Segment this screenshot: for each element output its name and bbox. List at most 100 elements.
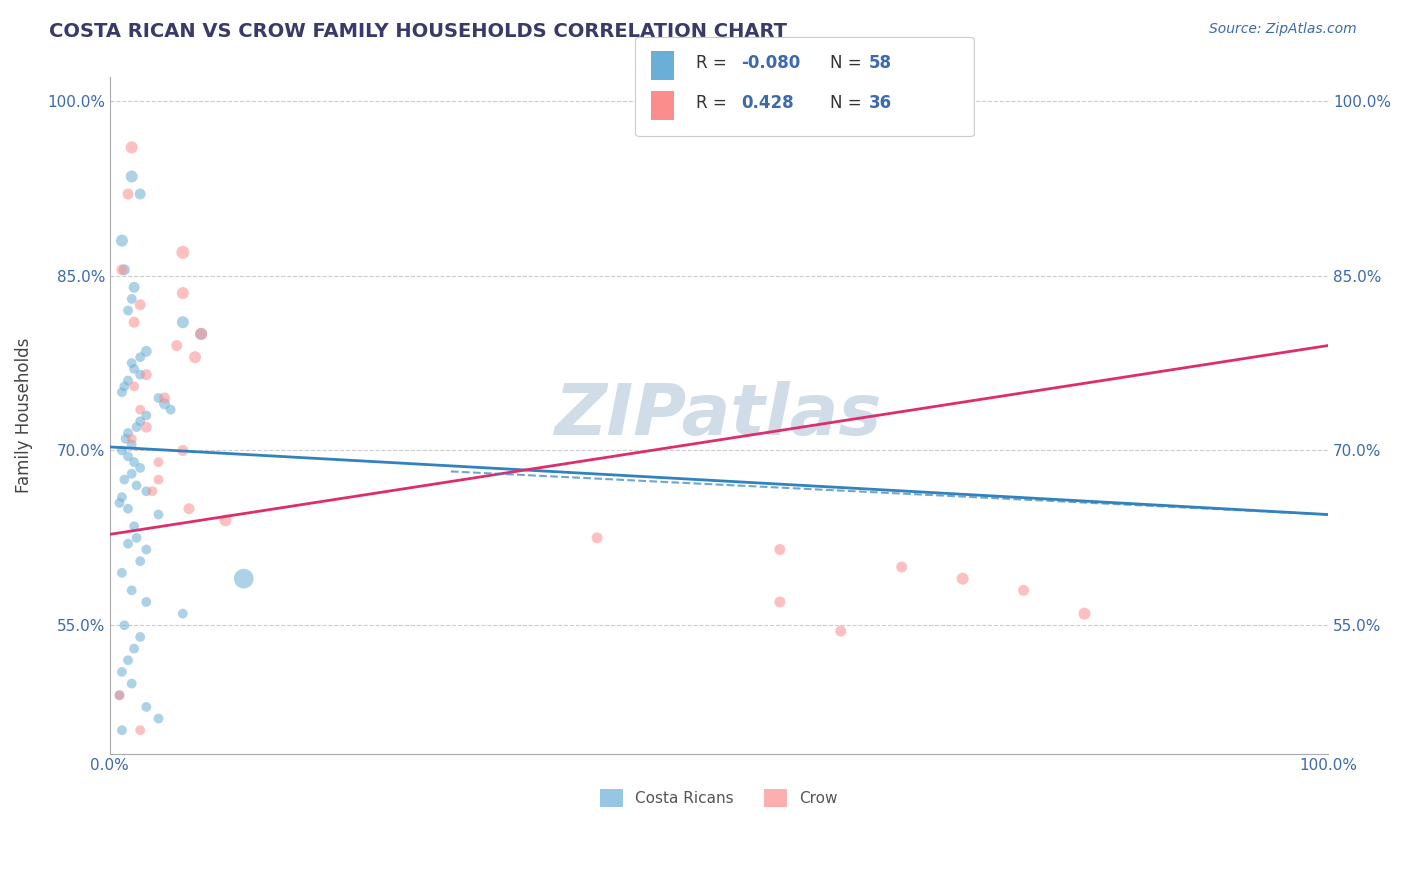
Point — [184, 350, 207, 364]
Point — [108, 688, 131, 702]
Text: N =: N = — [830, 94, 866, 112]
Text: COSTA RICAN VS CROW FAMILY HOUSEHOLDS CORRELATION CHART: COSTA RICAN VS CROW FAMILY HOUSEHOLDS CO… — [49, 22, 787, 41]
Point — [117, 303, 139, 318]
Point — [117, 653, 139, 667]
Point — [135, 420, 157, 434]
Point — [111, 566, 134, 580]
Point — [172, 315, 194, 329]
Point — [135, 484, 157, 499]
Point — [172, 286, 194, 301]
Point — [129, 368, 152, 382]
Text: 36: 36 — [869, 94, 891, 112]
Point — [141, 484, 163, 499]
Point — [111, 443, 134, 458]
Point — [122, 379, 145, 393]
Point — [125, 531, 148, 545]
Point — [769, 542, 792, 557]
Point — [148, 473, 170, 487]
Point — [111, 262, 134, 277]
Point — [121, 432, 143, 446]
Point — [135, 542, 157, 557]
Point — [129, 414, 152, 428]
Point — [1073, 607, 1095, 621]
Point — [111, 665, 134, 679]
Point — [177, 501, 200, 516]
Text: 58: 58 — [869, 54, 891, 71]
Legend: Costa Ricans, Crow: Costa Ricans, Crow — [593, 782, 844, 814]
Point — [114, 432, 136, 446]
Point — [122, 455, 145, 469]
Point — [122, 641, 145, 656]
Point — [830, 624, 852, 639]
Point — [952, 572, 974, 586]
Point — [125, 478, 148, 492]
Point — [121, 292, 143, 306]
Point — [121, 140, 143, 154]
Point — [159, 402, 181, 417]
Point — [111, 385, 134, 400]
Point — [121, 676, 143, 690]
Point — [129, 186, 152, 201]
Point — [190, 326, 212, 341]
Point — [148, 508, 170, 522]
Point — [108, 688, 131, 702]
Point — [129, 402, 152, 417]
Point — [122, 362, 145, 376]
Point — [111, 234, 134, 248]
Point — [117, 186, 139, 201]
Point — [172, 245, 194, 260]
Text: Source: ZipAtlas.com: Source: ZipAtlas.com — [1209, 22, 1357, 37]
Point — [129, 461, 152, 475]
Point — [117, 450, 139, 464]
Point — [135, 409, 157, 423]
Point — [129, 350, 152, 364]
Point — [112, 379, 135, 393]
Point — [121, 467, 143, 481]
Text: 0.428: 0.428 — [741, 94, 793, 112]
Y-axis label: Family Households: Family Households — [15, 338, 32, 493]
Text: ZIPatlas: ZIPatlas — [555, 381, 883, 450]
Point — [112, 262, 135, 277]
Point — [129, 554, 152, 568]
Point — [148, 455, 170, 469]
Text: N =: N = — [830, 54, 866, 71]
Point — [122, 781, 145, 796]
Point — [129, 793, 152, 807]
Text: -0.080: -0.080 — [741, 54, 800, 71]
Point — [769, 595, 792, 609]
Text: R =: R = — [696, 94, 733, 112]
Point — [125, 420, 148, 434]
Point — [112, 618, 135, 632]
Point — [172, 758, 194, 772]
Point — [117, 501, 139, 516]
Point — [1012, 583, 1035, 598]
Point — [117, 374, 139, 388]
Point — [166, 805, 188, 819]
Point — [117, 537, 139, 551]
Point — [121, 583, 143, 598]
Point — [135, 344, 157, 359]
Point — [172, 607, 194, 621]
Point — [122, 315, 145, 329]
Point — [111, 723, 134, 738]
Point — [135, 699, 157, 714]
Point — [121, 169, 143, 184]
Point — [135, 595, 157, 609]
Point — [117, 425, 139, 440]
Point — [122, 280, 145, 294]
Point — [121, 356, 143, 370]
Point — [190, 326, 212, 341]
Point — [232, 572, 254, 586]
Point — [172, 443, 194, 458]
Point — [121, 437, 143, 451]
Point — [129, 630, 152, 644]
Point — [129, 723, 152, 738]
Point — [148, 712, 170, 726]
Point — [890, 560, 912, 574]
Point — [108, 496, 131, 510]
Point — [148, 391, 170, 405]
Point — [586, 531, 609, 545]
Point — [166, 338, 188, 352]
Point — [153, 391, 176, 405]
Point — [153, 397, 176, 411]
